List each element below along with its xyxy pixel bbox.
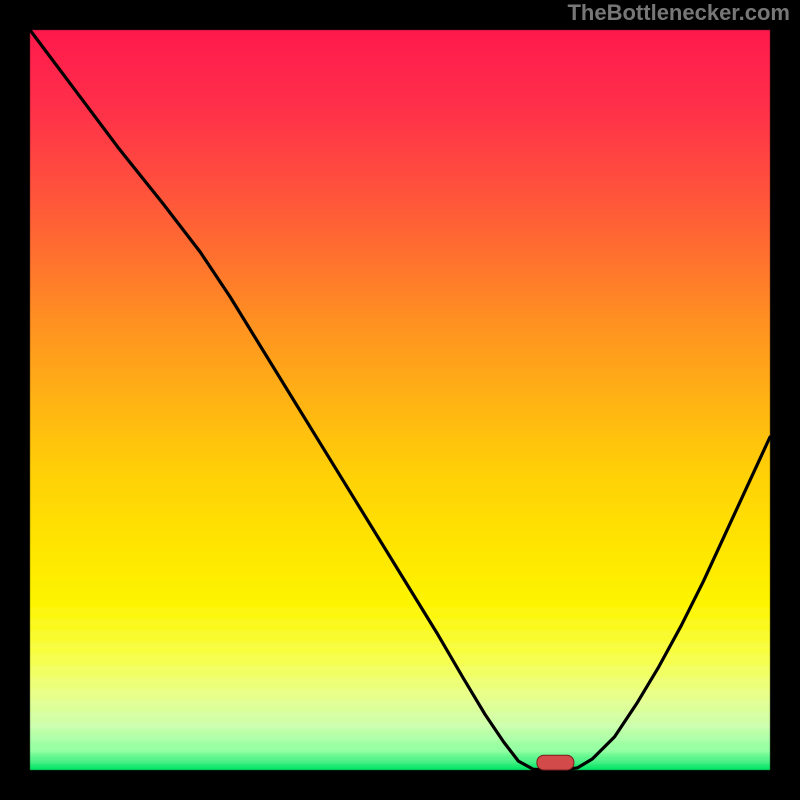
gradient-background	[0, 0, 800, 800]
chart-stage: TheBottlenecker.com	[0, 0, 800, 800]
